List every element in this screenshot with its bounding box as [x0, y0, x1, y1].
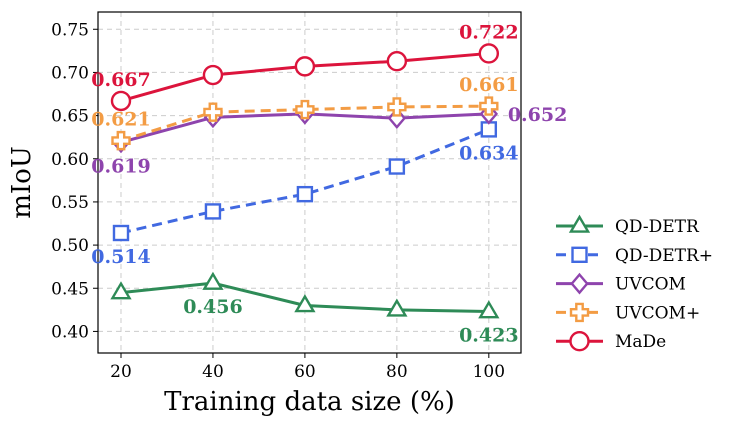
- series-made: [110, 43, 500, 112]
- legend-item-uvcom-plus: UVCOM+: [556, 302, 700, 323]
- data-point-qd-detr-plus: [204, 203, 222, 220]
- data-label: 0.634: [459, 142, 519, 164]
- legend-item-qd-detr-plus: QD-DETR+: [556, 246, 713, 266]
- y-tick-label: 0.50: [51, 236, 89, 256]
- y-tick-label: 0.65: [51, 107, 89, 127]
- y-tick-label: 0.40: [51, 322, 89, 342]
- y-tick-label: 0.60: [51, 150, 89, 170]
- data-point-qd-detr: [478, 300, 500, 319]
- legend-label: MaDe: [615, 332, 666, 352]
- legend-label: UVCOM+: [615, 303, 700, 323]
- legend-marker: [569, 302, 590, 323]
- x-tick-label: 100: [473, 362, 505, 382]
- data-point-qd-detr-plus: [296, 185, 314, 203]
- data-label: 0.661: [459, 74, 519, 96]
- data-point-qd-detr: [110, 281, 132, 300]
- data-point-uvcom-plus: [387, 97, 407, 117]
- legend-label: UVCOM: [615, 275, 686, 295]
- axis-ticks: 20 40 60 80 1000.400.450.500.550.600.650.700…: [51, 20, 505, 382]
- legend: QD-DETR QD-DETR+ UVCOM UVCOM+ MaDe: [556, 214, 713, 352]
- data-point-made: [294, 56, 316, 77]
- data-point-made: [202, 64, 224, 86]
- legend-marker: [568, 214, 591, 233]
- data-point-uvcom-plus: [479, 96, 499, 116]
- data-labels: 0.456 0.423 0.514 0.634 0.619 0.652 0.621 0.661…: [91, 21, 567, 346]
- data-point-uvcom-plus: [111, 130, 131, 151]
- data-point-uvcom: [387, 107, 407, 130]
- y-tick-label: 0.45: [51, 279, 89, 299]
- data-point-qd-detr-plus: [388, 158, 406, 175]
- series-uvcom-plus: [111, 96, 499, 151]
- data-label: 0.652: [508, 104, 567, 126]
- legend-item-made: MaDe: [556, 331, 666, 352]
- data-point-qd-detr: [294, 294, 316, 313]
- series-qd-detr-plus: [112, 121, 498, 242]
- data-point-made: [110, 90, 132, 112]
- data-label: 0.667: [91, 69, 151, 91]
- data-label: 0.619: [91, 155, 151, 177]
- x-tick-label: 40: [202, 362, 224, 382]
- legend-item-uvcom: UVCOM: [556, 272, 686, 295]
- data-label: 0.423: [459, 325, 519, 347]
- data-point-made: [386, 51, 408, 72]
- data-point-uvcom-plus: [295, 99, 315, 120]
- x-tick-label: 20: [110, 362, 132, 382]
- series-group: [110, 43, 500, 319]
- data-point-qd-detr: [386, 298, 408, 317]
- data-point-qd-detr: [202, 271, 224, 290]
- series-qd-detr: [110, 271, 500, 319]
- legend-marker: [569, 331, 590, 352]
- data-label: 0.456: [183, 296, 243, 318]
- series-line-uvcom-plus: [120, 104, 489, 143]
- x-tick-label: 60: [294, 362, 316, 382]
- data-point-qd-detr-plus: [112, 224, 130, 242]
- data-label: 0.514: [91, 246, 151, 268]
- x-tick-label: 80: [386, 362, 408, 382]
- plot-frame: [97, 11, 522, 354]
- y-tick-label: 0.75: [51, 20, 89, 40]
- legend-label: QD-DETR: [615, 217, 700, 237]
- y-tick-label: 0.70: [51, 63, 89, 83]
- data-point-uvcom-plus: [203, 102, 223, 122]
- data-label: 0.621: [91, 109, 151, 131]
- series-line-qd-detr-plus: [120, 128, 490, 235]
- legend-marker: [571, 246, 588, 264]
- y-axis-title: mIoU: [7, 146, 37, 219]
- legend-marker: [570, 272, 589, 295]
- x-axis-title: Training data size (%): [164, 387, 455, 417]
- data-label: 0.722: [459, 21, 519, 43]
- legend-item-qd-detr: QD-DETR: [556, 214, 700, 237]
- y-tick-label: 0.55: [51, 193, 89, 213]
- legend-label: QD-DETR+: [615, 246, 713, 266]
- data-point-made: [478, 43, 500, 64]
